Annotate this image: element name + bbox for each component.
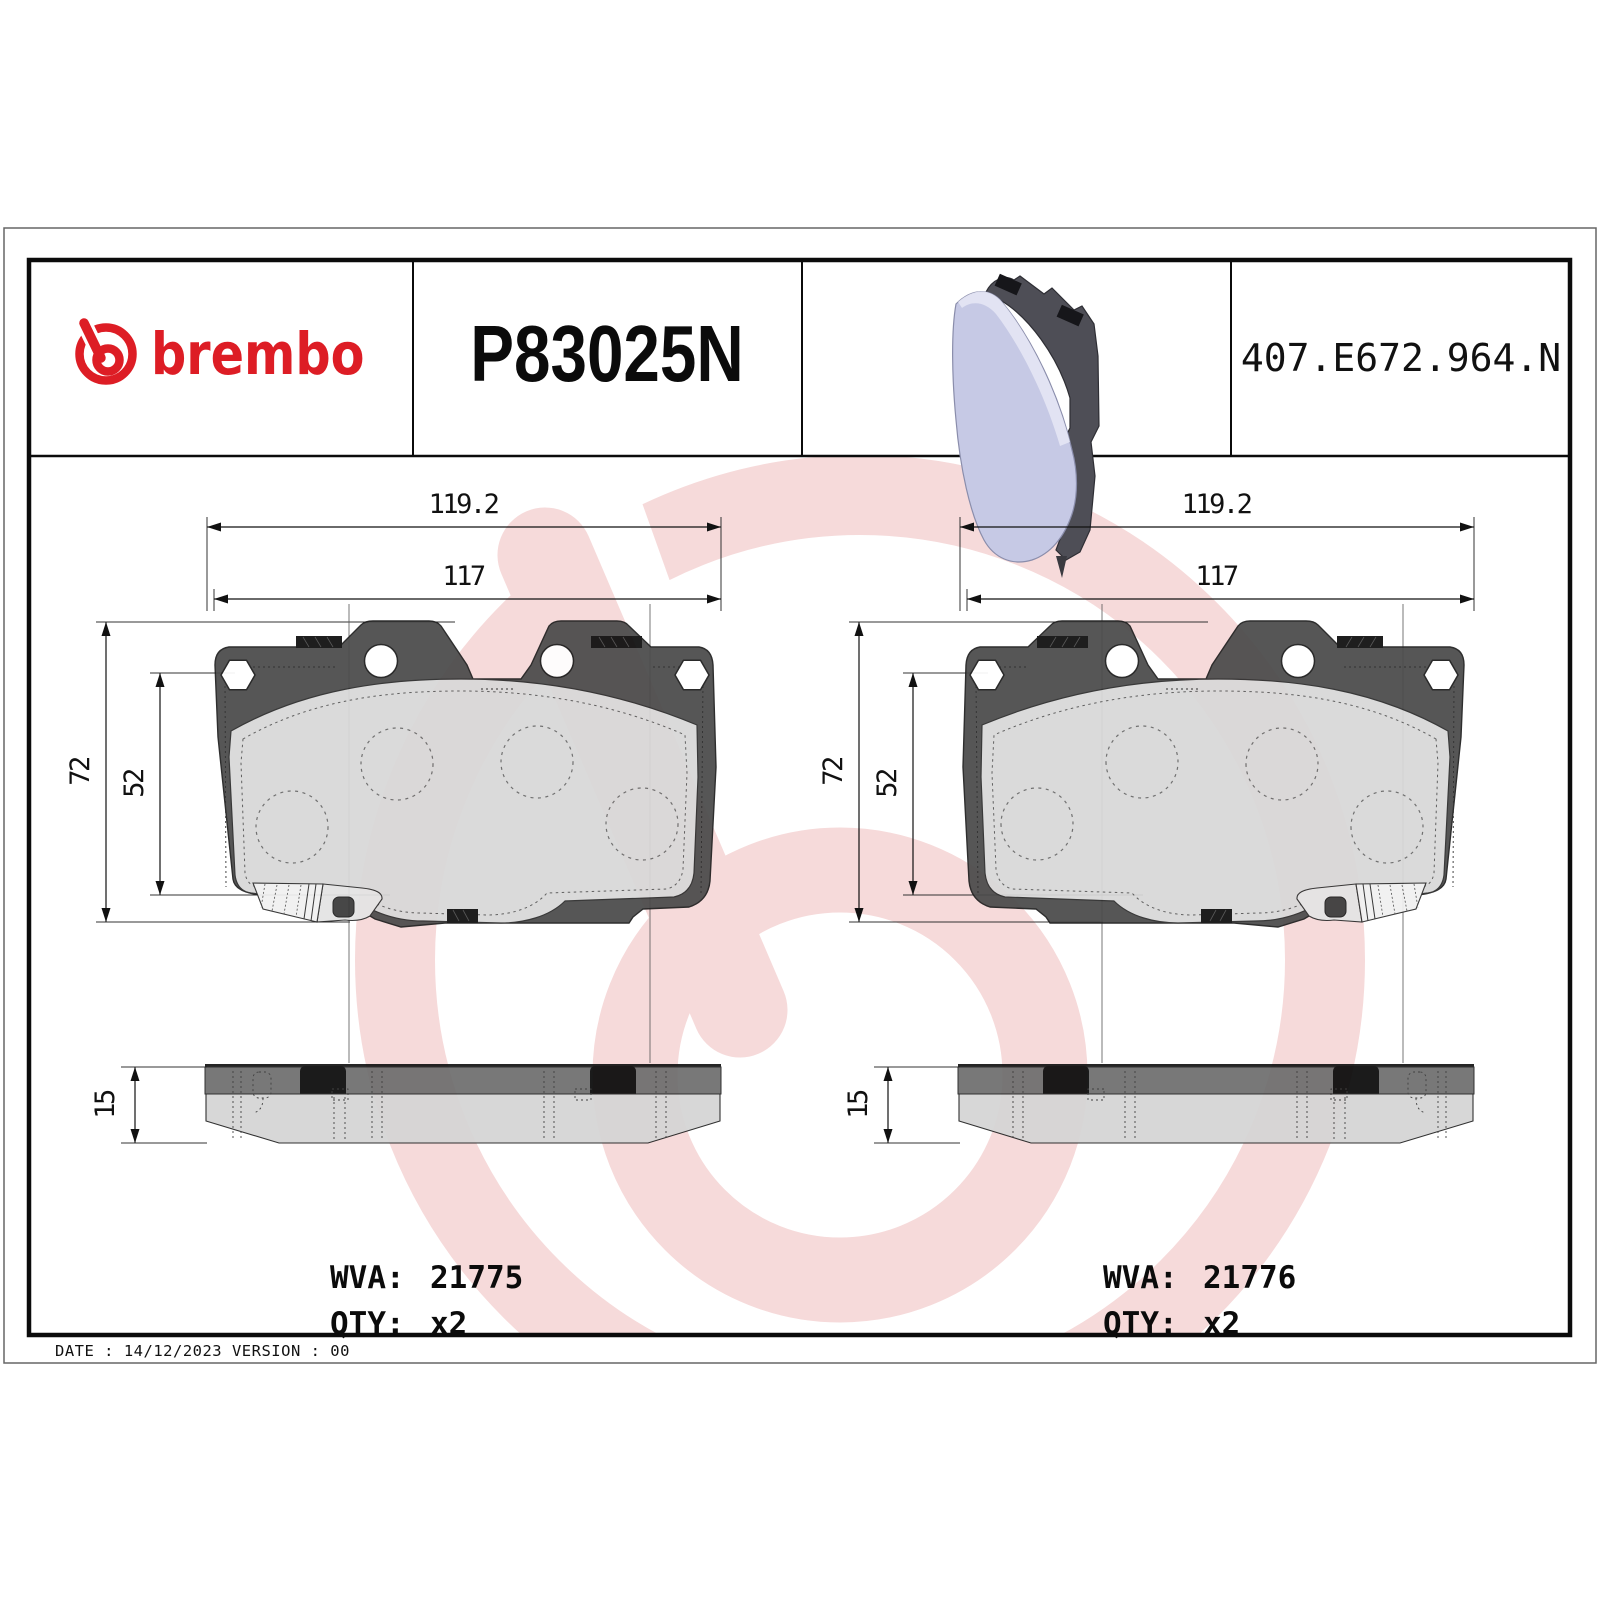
qty-line-right: QTY: x2 [1103, 1306, 1240, 1342]
wva-line-left: WVA: 21775 [330, 1260, 523, 1296]
part-number: P83025N [470, 309, 744, 399]
outer-frame [3, 227, 1597, 1364]
pad-side-view-right [957, 1063, 1475, 1144]
dim-overall-height-right: 72 [818, 758, 849, 786]
pad-front-view-right [962, 620, 1465, 928]
pad-3d-illustration [952, 273, 1100, 578]
main-border [26, 257, 1573, 1338]
dim-thickness-right: 15 [843, 1090, 874, 1119]
qty-line-left: QTY: x2 [330, 1306, 467, 1342]
footer-date-version: DATE : 14/12/2023 VERSION : 00 [55, 1342, 350, 1360]
pad-side-view-left [204, 1063, 722, 1144]
watermark-brembo-mark [355, 414, 1365, 1335]
dim-friction-width-right: 117 [1195, 561, 1238, 592]
dim-thickness-left: 15 [90, 1090, 121, 1119]
brembo-logo-mark [75, 318, 137, 385]
dim-friction-height-right: 52 [872, 770, 903, 798]
dim-overall-height-left: 72 [65, 758, 96, 786]
dim-friction-height-left: 52 [119, 770, 150, 798]
brembo-wordmark: brembo [151, 320, 365, 388]
pad-front-view-left [214, 620, 717, 928]
dim-overall-width-right: 119.2 [1182, 489, 1251, 520]
dim-friction-width-left: 117 [442, 561, 485, 592]
dim-overall-width-left: 119.2 [429, 489, 498, 520]
wva-line-right: WVA: 21776 [1103, 1260, 1296, 1296]
brembo-logo: brembo [75, 318, 365, 388]
reference-code: 407.E672.964.N [1241, 336, 1561, 380]
